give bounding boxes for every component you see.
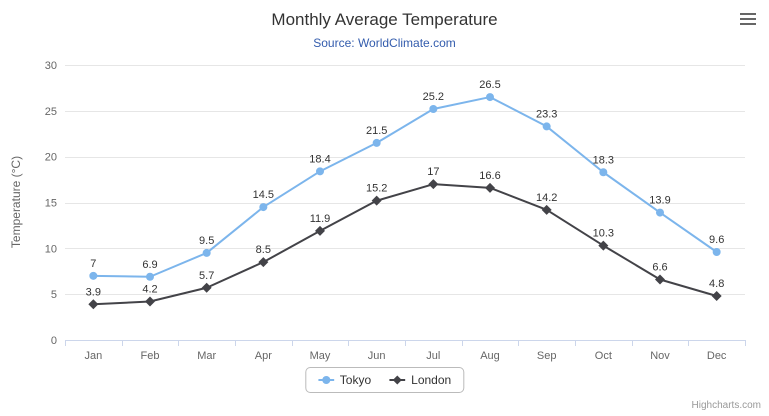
- data-label: 15.2: [366, 183, 387, 195]
- y-tick-label: 0: [51, 335, 57, 347]
- data-point-marker[interactable]: [202, 248, 211, 257]
- x-tick-label: Apr: [255, 350, 272, 362]
- data-label: 21.5: [366, 125, 387, 137]
- data-label: 6.6: [652, 262, 667, 274]
- x-tick-label: Feb: [141, 350, 160, 362]
- series-line-london: [92, 183, 718, 306]
- credits-link[interactable]: Highcharts.com: [691, 400, 761, 411]
- chart-title: Monthly Average Temperature: [271, 10, 498, 29]
- x-tick-label: Nov: [650, 350, 670, 362]
- data-label: 8.5: [256, 244, 271, 256]
- data-point-marker[interactable]: [655, 274, 665, 285]
- data-point-marker[interactable]: [486, 93, 494, 102]
- data-label: 9.5: [199, 235, 214, 247]
- y-tick-label: 10: [45, 243, 57, 255]
- x-tick-label: Mar: [197, 350, 216, 362]
- hamburger-icon: [740, 23, 756, 25]
- y-tick-label: 5: [51, 289, 57, 301]
- data-label: 13.9: [649, 195, 670, 207]
- data-label: 10.3: [593, 228, 614, 240]
- legend-item-tokyo[interactable]: Tokyo: [317, 373, 372, 387]
- data-point-marker[interactable]: [428, 179, 439, 190]
- data-point-marker[interactable]: [429, 105, 438, 113]
- data-point-marker[interactable]: [598, 240, 609, 251]
- data-point-marker[interactable]: [542, 122, 551, 131]
- data-point-marker[interactable]: [146, 272, 154, 281]
- data-point-marker[interactable]: [258, 257, 269, 268]
- x-tick-label: Jun: [368, 350, 386, 362]
- data-label: 17: [427, 166, 439, 178]
- london-series-marker-icon: [389, 375, 406, 385]
- data-point-marker[interactable]: [145, 296, 155, 307]
- legend: Tokyo London: [304, 367, 465, 393]
- data-label: 3.9: [86, 286, 101, 298]
- hamburger-icon: [740, 13, 756, 15]
- data-label: 18.3: [593, 154, 614, 166]
- data-label: 9.6: [709, 234, 724, 246]
- data-point-marker[interactable]: [315, 225, 325, 236]
- y-tick-label: 30: [45, 60, 57, 72]
- data-label: 6.9: [142, 259, 157, 271]
- series-line-tokyo: [92, 96, 718, 278]
- data-point-marker[interactable]: [316, 167, 324, 176]
- hamburger-icon: [740, 18, 756, 20]
- y-tick-label: 20: [45, 152, 57, 164]
- x-tick-label: Oct: [595, 350, 612, 362]
- data-point-marker[interactable]: [371, 195, 382, 206]
- data-point-marker[interactable]: [89, 271, 98, 280]
- data-point-marker[interactable]: [656, 208, 664, 217]
- x-tick-label: May: [310, 350, 331, 362]
- x-tick-label: Jul: [426, 350, 440, 362]
- data-label: 14.5: [253, 189, 274, 201]
- data-label: 25.2: [423, 91, 444, 103]
- data-point-marker[interactable]: [88, 299, 99, 310]
- legend-label-tokyo: Tokyo: [339, 373, 372, 387]
- y-tick-label: 15: [45, 198, 57, 210]
- data-point-marker[interactable]: [201, 282, 212, 293]
- chart-subtitle-link[interactable]: Source: WorldClimate.com: [313, 36, 456, 50]
- x-tick-label: Dec: [707, 350, 727, 362]
- context-menu-button[interactable]: [735, 8, 761, 30]
- data-point-marker[interactable]: [372, 138, 381, 147]
- tokyo-series-marker-icon: [317, 376, 334, 384]
- x-tick-label: Jan: [84, 350, 102, 362]
- data-label: 11.9: [310, 213, 331, 225]
- data-label: 26.5: [479, 79, 500, 91]
- data-point-marker[interactable]: [712, 248, 721, 256]
- data-point-marker[interactable]: [599, 168, 608, 177]
- x-tick-label: Aug: [480, 350, 500, 362]
- legend-item-london[interactable]: London: [389, 373, 451, 387]
- data-label: 4.8: [709, 278, 724, 290]
- x-tick-label: Sep: [537, 350, 557, 362]
- data-point-marker[interactable]: [541, 204, 552, 215]
- data-point-marker[interactable]: [485, 182, 495, 193]
- data-label: 7: [90, 258, 96, 270]
- data-point-marker[interactable]: [711, 291, 722, 301]
- data-label: 16.6: [479, 170, 500, 182]
- y-tick-label: 25: [45, 106, 57, 118]
- legend-label-london: London: [411, 373, 452, 387]
- data-point-marker[interactable]: [259, 203, 268, 212]
- y-axis-title: Temperature (°C): [9, 155, 23, 249]
- data-label: 5.7: [199, 270, 214, 282]
- data-label: 18.4: [309, 153, 330, 165]
- data-label: 14.2: [536, 192, 557, 204]
- data-label: 4.2: [142, 284, 157, 296]
- data-label: 23.3: [536, 108, 557, 120]
